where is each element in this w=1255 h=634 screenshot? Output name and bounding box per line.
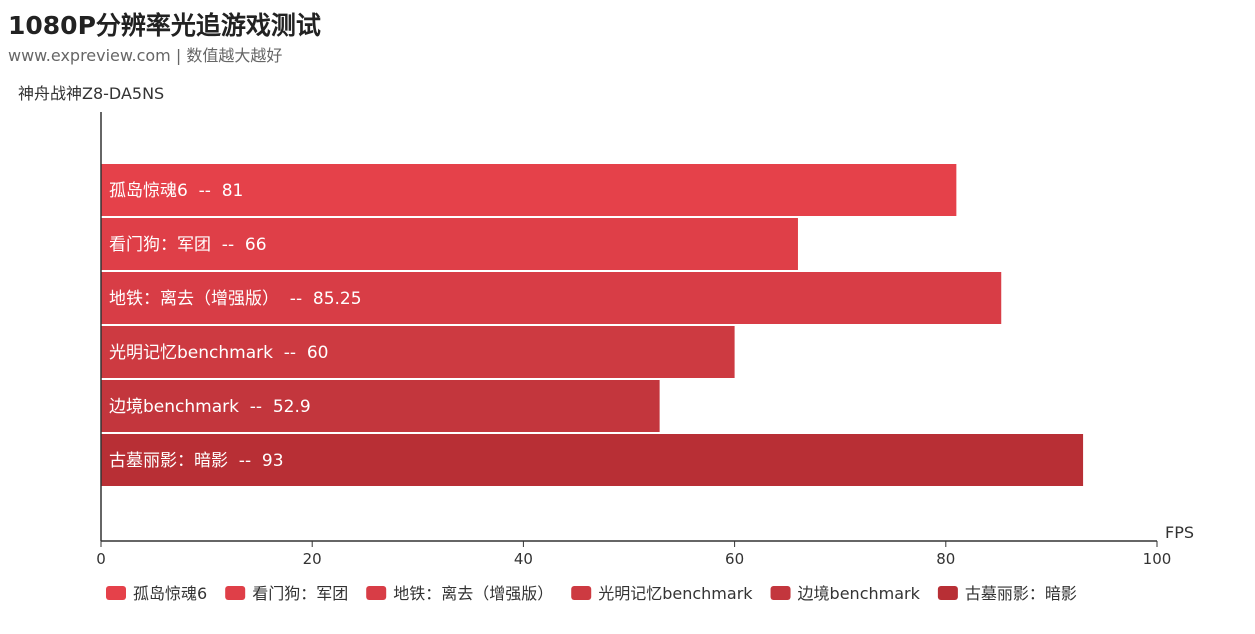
legend-label-1: 孤岛惊魂6 — [133, 584, 207, 603]
legend-item-3[interactable]: 地铁：离去（增强版） — [366, 584, 553, 603]
x-tick-label-40: 40 — [514, 550, 533, 568]
legend-label-4: 光明记忆benchmark — [598, 584, 753, 603]
chart-subtitle: www.expreview.com | 数值越大越好 — [8, 46, 283, 65]
bar-5[interactable] — [101, 380, 660, 432]
category-axis-label: 神舟战神Z8-DA5NS — [18, 84, 164, 103]
legend-swatch-2 — [225, 586, 246, 600]
legend-swatch-3 — [366, 586, 387, 600]
legend-item-6[interactable]: 古墓丽影：暗影 — [937, 584, 1077, 603]
legend-swatch-6 — [937, 586, 958, 600]
bar-label-5: 边境benchmark -- 52.9 — [109, 397, 311, 417]
legend-swatch-5 — [770, 586, 791, 600]
x-tick-label-80: 80 — [936, 550, 955, 568]
x-tick-label-0: 0 — [96, 550, 106, 568]
x-tick-label-20: 20 — [303, 550, 322, 568]
bar-label-1: 孤岛惊魂6 -- 81 — [109, 181, 243, 201]
x-axis-label: FPS — [1165, 523, 1194, 542]
legend-item-2[interactable]: 看门狗：军团 — [225, 584, 348, 603]
legend-label-6: 古墓丽影：暗影 — [965, 584, 1077, 603]
legend-item-5[interactable]: 边境benchmark — [770, 584, 921, 603]
legend-swatch-1 — [106, 586, 126, 600]
bar-1[interactable] — [101, 164, 957, 216]
legend: 孤岛惊魂6 看门狗：军团 地铁：离去（增强版） 光明记忆benchmark 边境benc… — [106, 584, 1077, 603]
legend-label-5: 边境benchmark — [798, 584, 921, 603]
bar-3[interactable] — [101, 272, 1002, 324]
bar-label-6: 古墓丽影：暗影 -- 93 — [109, 451, 284, 471]
bar-label-3: 地铁：离去（增强版） -- 85.25 — [109, 289, 362, 309]
chart-title: 1080P分辨率光追游戏测试 — [8, 11, 321, 40]
legend-item-4[interactable]: 光明记忆benchmark — [571, 584, 753, 603]
legend-item-1[interactable]: 孤岛惊魂6 — [106, 584, 207, 603]
x-tick-label-100: 100 — [1143, 550, 1172, 568]
bars-group: 孤岛惊魂6 -- 81 看门狗：军团 -- 66 地铁：离去（增强版） -- 85.… — [101, 164, 1084, 486]
bar-label-4: 光明记忆benchmark -- 60 — [109, 343, 328, 363]
axes-group: 0 20 40 60 80 100 FPS — [96, 112, 1194, 568]
x-tick-label-60: 60 — [725, 550, 744, 568]
bar-4[interactable] — [101, 326, 735, 378]
bar-6[interactable] — [101, 434, 1084, 486]
bar-2[interactable] — [101, 218, 798, 270]
legend-swatch-4 — [571, 586, 592, 600]
legend-label-3: 地铁：离去（增强版） — [393, 584, 553, 603]
bar-label-2: 看门狗：军团 -- 66 — [109, 235, 267, 255]
legend-label-2: 看门狗：军团 — [252, 584, 348, 603]
